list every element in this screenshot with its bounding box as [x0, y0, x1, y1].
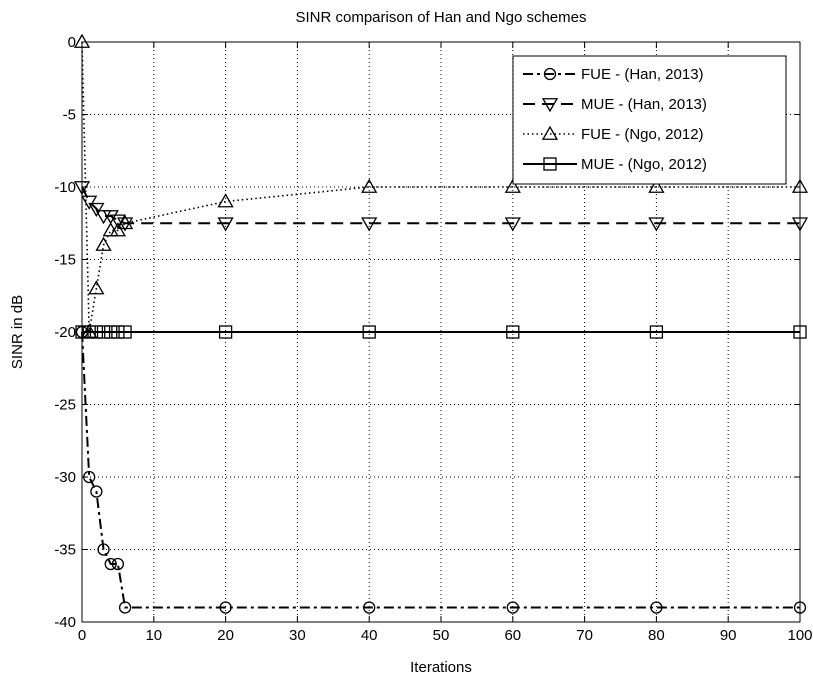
y-tick-label: -15 — [54, 252, 76, 269]
series-1-point — [88, 202, 105, 218]
y-tick-label: -5 — [63, 107, 76, 124]
x-tick-label: 20 — [217, 627, 234, 644]
series-0-point — [118, 601, 132, 614]
series-1-point — [116, 217, 134, 232]
y-tick-label: -30 — [54, 469, 76, 486]
series-1-point — [217, 217, 234, 232]
series-0-point — [111, 557, 125, 571]
series-1-point — [102, 210, 119, 225]
legend-marker — [541, 98, 559, 113]
series-0-point — [219, 601, 232, 614]
series-1-point — [109, 214, 127, 229]
legend-item: MUE - (Ngo, 2012) — [523, 156, 707, 173]
x-tick-label: 10 — [145, 627, 162, 644]
x-tick-label: 30 — [289, 627, 306, 644]
series-group — [74, 34, 808, 614]
series-3 — [75, 325, 807, 339]
x-tick-label: 50 — [433, 627, 450, 644]
series-0-point — [90, 485, 103, 498]
x-tick-label: 100 — [787, 627, 812, 644]
chart-title: SINR comparison of Han and Ngo schemes — [296, 9, 587, 26]
series-3-point — [118, 325, 132, 339]
legend: FUE - (Han, 2013) MUE - (Han, 2013) FUE - … — [512, 55, 787, 185]
y-tick-label: -40 — [54, 614, 76, 631]
legend-item: MUE - (Han, 2013) — [523, 96, 707, 113]
series-2-point — [361, 178, 378, 193]
ticks: 0 10 20 30 40 50 60 70 80 90 100 0 -5 -10 -15 -20 -25 -30… — [54, 34, 812, 644]
legend-marker — [541, 125, 559, 140]
series-2-point — [648, 178, 665, 193]
series-3-point — [104, 325, 118, 339]
series-1-point — [504, 217, 521, 232]
series-3-point — [506, 325, 520, 339]
series-2-point — [109, 222, 127, 237]
legend-item: FUE - (Han, 2013) — [523, 66, 704, 83]
series-0-point — [363, 601, 376, 614]
y-tick-label: -20 — [54, 324, 76, 341]
series-1-point — [648, 217, 665, 232]
x-tick-label: 40 — [361, 627, 378, 644]
series-0-point — [97, 543, 110, 556]
series-0-point — [506, 601, 519, 614]
series-1-point — [361, 217, 378, 232]
legend-item: FUE - (Ngo, 2012) — [523, 125, 704, 143]
x-tick-label: 80 — [648, 627, 665, 644]
series-1-point — [81, 195, 98, 210]
x-tick-label: 60 — [504, 627, 521, 644]
legend-label: FUE - (Han, 2013) — [581, 66, 704, 83]
x-tick-label: 70 — [576, 627, 593, 644]
y-tick-label: 0 — [68, 34, 76, 51]
series-3-point — [362, 325, 376, 339]
series-3-point — [89, 325, 104, 339]
y-axis-label: SINR in dB — [9, 295, 26, 369]
series-0-point — [104, 557, 117, 571]
legend-marker — [543, 157, 557, 171]
series-2-point — [504, 178, 521, 193]
series-0-point — [650, 601, 663, 614]
series-line — [81, 331, 800, 609]
y-tick-label: -35 — [54, 542, 76, 559]
x-tick-label: 0 — [78, 627, 86, 644]
series-3-point — [218, 325, 233, 339]
y-tick-label: -10 — [54, 179, 76, 196]
series-2-point — [217, 193, 234, 208]
series-3-point — [111, 325, 125, 339]
legend-marker — [543, 67, 557, 81]
x-axis-label: Iterations — [410, 659, 472, 676]
legend-label: MUE - (Han, 2013) — [581, 96, 707, 113]
x-tick-label: 90 — [720, 627, 737, 644]
series-2-point — [95, 236, 112, 251]
legend-label: FUE - (Ngo, 2012) — [581, 126, 704, 143]
series-2-point — [88, 280, 105, 295]
series-3-point — [649, 325, 664, 339]
series-2-point — [116, 214, 134, 230]
legend-label: MUE - (Ngo, 2012) — [581, 156, 707, 173]
y-tick-label: -25 — [54, 397, 76, 414]
series-3-point — [96, 325, 111, 339]
legend-box — [512, 55, 787, 185]
series-line — [81, 186, 800, 225]
